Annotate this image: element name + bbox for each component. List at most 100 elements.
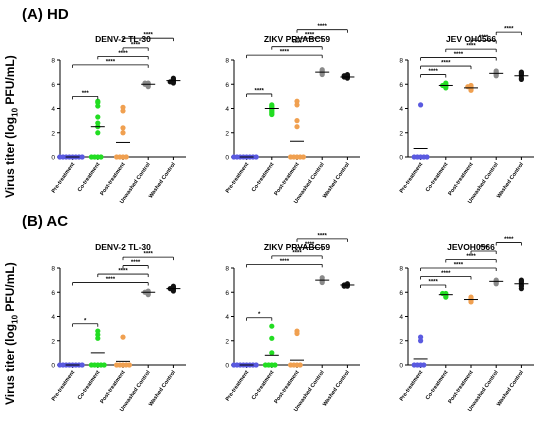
data-point [440,290,446,297]
data-point [493,68,499,74]
x-tick-label: Co-treatment [251,370,276,402]
x-tick-label: Co-treatment [77,370,102,402]
data-point [518,283,524,289]
data-point [231,362,237,368]
panel-label-a: (A) HD [22,6,69,23]
data-point [114,362,120,368]
sig-label: **** [144,33,154,39]
y-tick-label: 0 [51,155,55,162]
data-point [269,109,275,115]
data-point [294,118,300,124]
y-tick-label: 6 [51,290,55,297]
sig-label: **** [118,269,128,275]
sig-label: **** [504,237,514,243]
data-point [120,125,126,131]
data-point [123,154,129,160]
x-tick-label: Pre-treatment [51,370,77,403]
sig-label: **** [466,254,476,260]
data-point [120,334,126,340]
x-tick-label: Post-treatment [99,370,126,405]
data-point [142,80,148,86]
data-point [88,154,94,160]
data-point [269,102,275,108]
sig-label: **** [479,246,489,252]
sig-label: **** [305,33,315,39]
x-tick-label: Co-treatment [425,162,450,194]
y-tick-label: 0 [225,155,229,162]
data-point [120,130,126,136]
data-point [126,362,132,368]
x-tick-label: Pre-treatment [225,162,251,195]
x-tick-label: Post-treatment [99,162,126,197]
data-point [411,362,417,368]
data-point [253,154,259,160]
y-tick-label: 8 [225,266,229,273]
x-tick-label: Washed Control [148,369,177,407]
y-tick-label: 2 [399,338,403,345]
chart-hd-jev: JEV OH0566 0 2 4 6 8 Pre-treatment Co-treatment… [399,27,534,205]
sig-label: **** [318,24,328,30]
y-tick-label: 6 [225,290,229,297]
y-tick-label: 6 [399,290,403,297]
x-tick-label: Pre-treatment [225,370,251,403]
y-axis-label-b: Virus titer (log10 PFU/mL) [3,262,20,405]
sig-label: **** [454,263,464,269]
sig-label: **** [106,277,116,283]
sig-label: *** [82,91,90,97]
y-tick-label: 4 [399,314,403,321]
data-point [294,328,300,334]
y-tick-label: 2 [51,338,55,345]
data-point [262,362,268,368]
x-tick-label: Pre-treatment [399,370,425,403]
x-tick-label: Pre-treatment [399,162,425,195]
sig-label: **** [318,233,328,239]
data-point [145,84,151,90]
x-tick-label: Washed Control [322,369,351,407]
chart-title: JEV OH0566 [446,34,496,44]
x-tick-label: Washed Control [496,369,525,407]
data-point [95,328,101,334]
data-point [79,362,85,368]
data-point [418,102,424,108]
sig-label: **** [504,27,514,33]
data-point [95,130,101,136]
y-tick-label: 8 [225,58,229,65]
y-tick-label: 0 [399,363,403,370]
sig-label: * [84,318,87,324]
data-point [95,114,101,120]
data-point [167,79,173,85]
data-point [79,154,85,160]
sig-label: **** [292,41,302,47]
sig-label: **** [479,35,489,41]
chart-ac-jev: JEVOH0566 0 2 4 6 8 Pre-treatment Co-treatmentP… [399,237,534,413]
x-tick-label: Post-treatment [447,162,474,197]
y-tick-label: 8 [399,266,403,273]
x-tick-label: Co-treatment [425,370,450,402]
data-point [57,362,63,368]
data-point [341,283,347,289]
data-point [98,154,104,160]
data-point [468,294,474,300]
data-point [424,154,430,160]
data-point [300,154,306,160]
sig-label: **** [118,51,128,57]
data-point [88,362,94,368]
data-point [120,104,126,110]
data-point [319,278,325,284]
y-tick-label: 4 [51,106,55,113]
data-point [269,350,275,356]
y-tick-label: 0 [225,363,229,370]
y-tick-label: 2 [225,130,229,137]
data-point [114,154,120,160]
y-tick-label: 2 [51,130,55,137]
data-point [57,154,63,160]
data-point [101,362,107,368]
data-point [170,75,176,81]
data-point [421,362,427,368]
data-point [411,154,417,160]
y-tick-label: 0 [399,155,403,162]
x-tick-label: Washed Control [496,161,525,199]
data-point [465,84,471,90]
x-tick-label: Washed Control [322,161,351,199]
sig-label: **** [144,252,154,258]
